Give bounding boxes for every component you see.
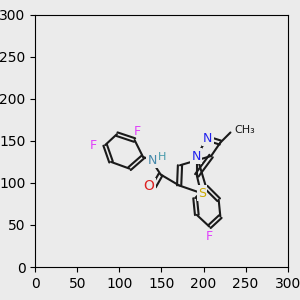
Text: CH₃: CH₃	[235, 125, 255, 135]
Text: H: H	[158, 152, 166, 162]
Text: S: S	[198, 187, 206, 200]
Text: F: F	[134, 125, 141, 138]
Text: F: F	[206, 230, 213, 243]
Text: N: N	[191, 149, 201, 163]
Text: N: N	[203, 132, 212, 145]
Text: O: O	[143, 179, 154, 193]
Text: N: N	[148, 154, 157, 167]
Text: F: F	[90, 139, 97, 152]
